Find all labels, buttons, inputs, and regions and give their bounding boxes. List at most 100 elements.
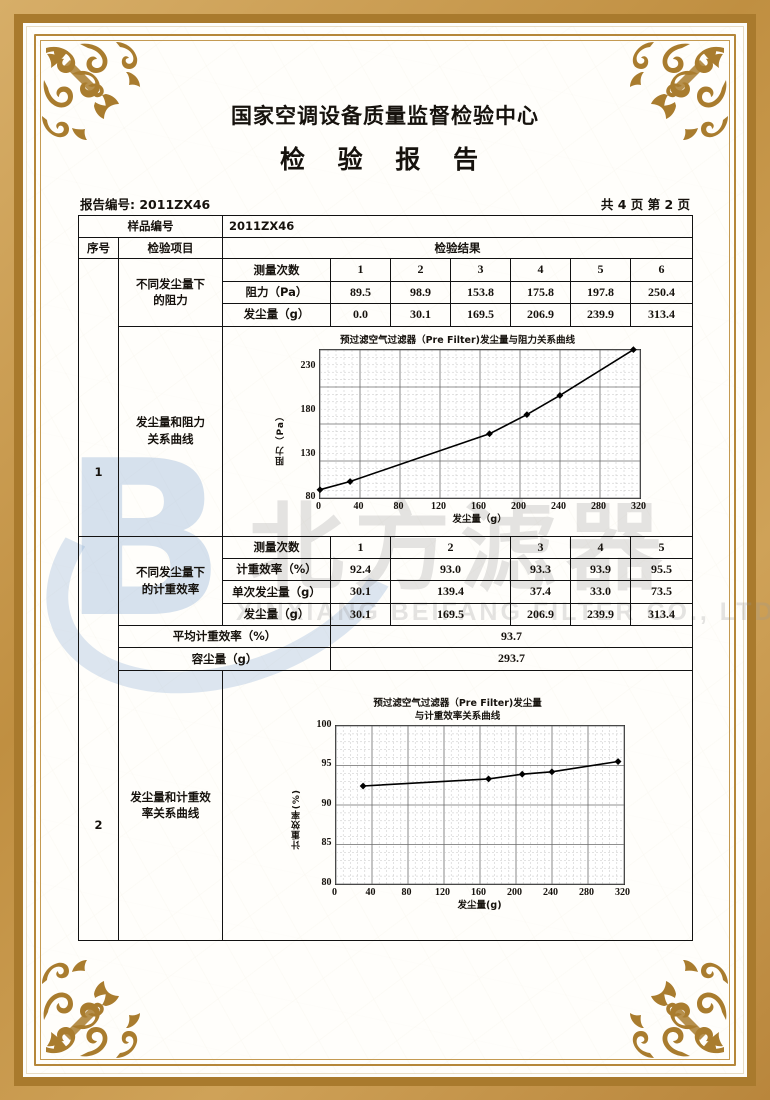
table-row-s1-chart: 发尘量和阻力 关系曲线 预过滤空气过滤器（Pre Filter)发尘量与阻力关系… — [79, 325, 694, 537]
s1-idx-2: 3 — [450, 258, 511, 282]
x-tick-label: 160 — [471, 886, 487, 898]
y-tick-label: 130 — [300, 447, 316, 459]
s2-idx-3: 4 — [570, 535, 631, 559]
x-tick-label: 240 — [543, 886, 559, 898]
table-row-s2-chart: 发尘量和计重效 率关系曲线 预过滤空气过滤器（Pre Filter)发尘量 与计… — [79, 669, 694, 941]
table-row-s1-dust: 发尘量（g） 0.0 30.1 169.5 206.9 239.9 313.4 — [79, 303, 694, 327]
s2-eff-4: 95.5 — [629, 557, 694, 582]
x-tick-label: 0 — [316, 501, 322, 513]
s1-res-5: 250.4 — [629, 280, 694, 305]
s2-sd-0: 30.1 — [330, 580, 391, 604]
s2-cd-0: 30.1 — [330, 602, 391, 627]
s2-avg-label: 平均计重效率（%） — [118, 625, 331, 649]
s2-eff-0: 92.4 — [330, 557, 391, 582]
x-tick-label: 240 — [551, 501, 567, 513]
s2-sd-4: 73.5 — [629, 580, 694, 604]
s2-idx-0: 1 — [330, 535, 391, 559]
x-tick-label: 120 — [431, 501, 447, 513]
chart2-plot-wrap: 0 40 80 120 160 200 240 280 320 发尘量(g) — [332, 724, 630, 913]
x-tick-label: 120 — [435, 886, 451, 898]
x-tick-label: 0 — [332, 886, 338, 898]
x-tick-label: 320 — [631, 501, 647, 513]
s1-res-0: 89.5 — [330, 280, 391, 305]
s1-idx-4: 5 — [570, 258, 631, 282]
section2-item-a: 不同发尘量下 的计重效率 — [118, 535, 223, 627]
s1-dust-4: 239.9 — [570, 303, 631, 327]
s2-avg-value: 93.7 — [329, 625, 694, 649]
table-row-sample: 样品编号 2011ZX46 — [78, 215, 694, 238]
section1-seq: 1 — [78, 258, 119, 537]
section1-item-b: 发尘量和阻力 关系曲线 — [118, 325, 223, 537]
s2-row-label-0: 测量次数 — [222, 535, 331, 559]
s1-idx-1: 2 — [390, 258, 451, 282]
s1-dust-0: 0.0 — [330, 303, 391, 327]
s1-dust-3: 206.9 — [510, 303, 571, 327]
s2-cd-2: 206.9 — [510, 602, 571, 627]
chart1-plot-wrap: 0 40 80 120 160 200 240 280 320 发尘量（g） — [316, 346, 646, 527]
y-tick-label: 85 — [321, 837, 332, 849]
section2-item-b: 发尘量和计重效 率关系曲线 — [118, 669, 223, 941]
s2-eff-2: 93.3 — [510, 557, 571, 582]
s1-row-label-1: 阻力（Pa） — [222, 280, 331, 305]
chart-cell-resistance: 预过滤空气过滤器（Pre Filter)发尘量与阻力关系曲线 阻力（Pa） 23… — [221, 325, 694, 537]
s1-res-3: 175.8 — [510, 280, 571, 305]
chart-series-svg — [335, 725, 624, 885]
section1-item-a: 不同发尘量下 的阻力 — [118, 258, 223, 327]
x-tick-label: 280 — [579, 886, 595, 898]
document-title: 检 验 报 告 — [279, 145, 491, 174]
table-row-s1-resistance: 阻力（Pa） 89.5 98.9 153.8 175.8 197.8 250.4 — [79, 280, 694, 305]
s2-idx-1: 2 — [390, 535, 511, 559]
y-tick-label: 90 — [321, 797, 332, 809]
chart2-x-axis-ticks: 0 40 80 120 160 200 240 280 320 — [332, 885, 630, 899]
chart-dust-vs-resistance: 预过滤空气过滤器（Pre Filter)发尘量与阻力关系曲线 阻力（Pa） 23… — [224, 335, 691, 527]
s1-dust-5: 313.4 — [629, 303, 694, 327]
chart1-title: 预过滤空气过滤器（Pre Filter)发尘量与阻力关系曲线 — [340, 335, 575, 347]
section2-seq: 2 — [78, 535, 119, 941]
x-tick-label: 80 — [393, 501, 404, 513]
y-tick-label: 180 — [300, 403, 316, 415]
chart1-xlabel: 发尘量（g） — [452, 514, 507, 526]
section1-seq-value: 1 — [94, 465, 103, 480]
sample-label: 样品编号 — [78, 215, 223, 238]
table-row-s2-measure-index: 2 不同发尘量下 的计重效率 测量次数 1 2 3 4 5 — [78, 535, 694, 941]
s1-idx-5: 6 — [629, 258, 694, 282]
x-tick-label: 320 — [615, 886, 631, 898]
chart1-y-axis-ticks: 230 180 130 80 — [290, 349, 319, 502]
s2-cd-3: 239.9 — [570, 602, 631, 627]
table-row-s2-cumulative-dust: 发尘量（g） 30.1 169.5 206.9 239.9 313.4 — [79, 602, 694, 627]
page-indicator: 共 4 页 第 2 页 — [600, 197, 690, 212]
x-tick-label: 200 — [511, 501, 527, 513]
y-tick-label: 95 — [321, 758, 332, 770]
s1-row-label-0: 测量次数 — [222, 258, 331, 282]
s1-idx-0: 1 — [330, 258, 391, 282]
x-tick-label: 40 — [365, 886, 376, 898]
s1-idx-3: 4 — [510, 258, 571, 282]
table-row-header: 序号 检验项目 检验结果 — [78, 236, 694, 260]
s2-cd-4: 313.4 — [629, 602, 694, 627]
s2-capacity-label: 容尘量（g） — [118, 647, 331, 671]
section2-seq-value: 2 — [94, 818, 103, 833]
chart2-title: 预过滤空气过滤器（Pre Filter)发尘量 与计重效率关系曲线 — [373, 698, 542, 722]
s2-cd-1: 169.5 — [390, 602, 511, 627]
s1-dust-1: 30.1 — [390, 303, 451, 327]
chart2-xlabel: 发尘量(g) — [457, 899, 502, 911]
report-meta-row: 报告编号: 2011ZX46 共 4 页 第 2 页 — [78, 194, 692, 215]
x-tick-label: 40 — [353, 501, 364, 513]
table-row-s2-avg-efficiency: 平均计重效率（%） 93.7 — [79, 625, 694, 649]
s2-row-label-1: 计重效率（%） — [222, 557, 331, 582]
chart-series-svg — [316, 346, 640, 499]
s2-sd-2: 37.4 — [510, 580, 571, 604]
chart1-ylabel: 阻力（Pa） — [275, 410, 286, 466]
x-tick-label: 80 — [401, 886, 412, 898]
s2-idx-2: 3 — [510, 535, 571, 559]
table-row-s2-capacity: 容尘量（g） 293.7 — [79, 647, 694, 671]
x-tick-label: 200 — [507, 886, 523, 898]
header-seq: 序号 — [78, 236, 119, 260]
header-result: 检验结果 — [221, 236, 694, 260]
s2-eff-3: 93.9 — [570, 557, 631, 582]
s2-eff-1: 93.0 — [390, 557, 511, 582]
report-number: 报告编号: 2011ZX46 — [80, 197, 211, 212]
s1-res-4: 197.8 — [570, 280, 631, 305]
y-tick-label: 80 — [305, 491, 316, 503]
chart2-plot-area — [334, 724, 625, 885]
